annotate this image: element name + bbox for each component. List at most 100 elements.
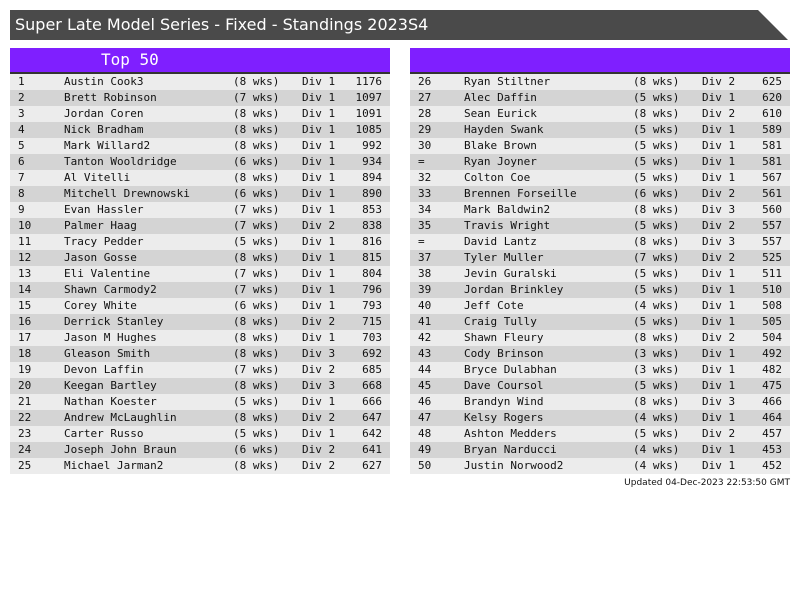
division: Div 1 bbox=[702, 123, 736, 136]
driver-name: Carter Russo bbox=[64, 427, 144, 440]
table-row: 30 Blake Brown (5 wks) Div 1 581 bbox=[410, 138, 790, 154]
points: 666 bbox=[362, 395, 382, 408]
rank: 16 bbox=[18, 315, 32, 328]
table-row: 38 Jevin Guralski (5 wks) Div 1 511 bbox=[410, 266, 790, 282]
division: Div 1 bbox=[702, 299, 736, 312]
table-row: 4 Nick Bradham (8 wks) Div 1 1085 bbox=[10, 122, 390, 138]
rank: 33 bbox=[418, 187, 432, 200]
table-row: 47 Kelsy Rogers (4 wks) Div 1 464 bbox=[410, 410, 790, 426]
rank: 48 bbox=[418, 427, 432, 440]
rank: 19 bbox=[18, 363, 32, 376]
weeks: (4 wks) bbox=[633, 459, 680, 472]
table-row: 20 Keegan Bartley (8 wks) Div 3 668 bbox=[10, 378, 390, 394]
weeks: (8 wks) bbox=[633, 235, 680, 248]
table-row: 37 Tyler Muller (7 wks) Div 2 525 bbox=[410, 250, 790, 266]
rank: 30 bbox=[418, 139, 432, 152]
points: 715 bbox=[362, 315, 382, 328]
table-row: 10 Palmer Haag (7 wks) Div 2 838 bbox=[10, 218, 390, 234]
points: 625 bbox=[762, 75, 782, 88]
driver-name: Nick Bradham bbox=[64, 123, 144, 136]
rank: 6 bbox=[18, 155, 25, 168]
weeks: (8 wks) bbox=[233, 107, 280, 120]
points: 685 bbox=[362, 363, 382, 376]
points: 581 bbox=[762, 155, 782, 168]
table-row: 26 Ryan Stiltner (8 wks) Div 2 625 bbox=[410, 74, 790, 90]
table-row: 33 Brennen Forseille (6 wks) Div 2 561 bbox=[410, 186, 790, 202]
points: 1176 bbox=[355, 75, 383, 88]
rank: 28 bbox=[418, 107, 432, 120]
rank: 41 bbox=[418, 315, 432, 328]
table-row: 28 Sean Eurick (8 wks) Div 2 610 bbox=[410, 106, 790, 122]
division: Div 1 bbox=[702, 155, 736, 168]
division: Div 1 bbox=[302, 75, 336, 88]
rank: 15 bbox=[18, 299, 32, 312]
weeks: (8 wks) bbox=[233, 411, 280, 424]
division: Div 1 bbox=[302, 395, 336, 408]
division: Div 1 bbox=[302, 331, 336, 344]
division: Div 2 bbox=[702, 107, 736, 120]
driver-name: Jordan Coren bbox=[64, 107, 144, 120]
points: 466 bbox=[762, 395, 782, 408]
division: Div 1 bbox=[302, 299, 336, 312]
points: 610 bbox=[762, 107, 782, 120]
table-row: 23 Carter Russo (5 wks) Div 1 642 bbox=[10, 426, 390, 442]
division: Div 1 bbox=[302, 123, 336, 136]
weeks: (8 wks) bbox=[633, 75, 680, 88]
table-header bbox=[410, 48, 790, 74]
rank: 10 bbox=[18, 219, 32, 232]
driver-name: Travis Wright bbox=[464, 219, 551, 232]
rank: 2 bbox=[18, 91, 25, 104]
points: 452 bbox=[762, 459, 782, 472]
rank: 27 bbox=[418, 91, 432, 104]
driver-name: Bryan Narducci bbox=[464, 443, 557, 456]
weeks: (8 wks) bbox=[233, 347, 280, 360]
rank: 12 bbox=[18, 251, 32, 264]
division: Div 2 bbox=[702, 75, 736, 88]
driver-name: Derrick Stanley bbox=[64, 315, 164, 328]
weeks: (5 wks) bbox=[233, 395, 280, 408]
points: 457 bbox=[762, 427, 782, 440]
points: 853 bbox=[362, 203, 382, 216]
driver-name: Brennen Forseille bbox=[464, 187, 577, 200]
table-row: 2 Brett Robinson (7 wks) Div 1 1097 bbox=[10, 90, 390, 106]
weeks: (5 wks) bbox=[633, 427, 680, 440]
driver-name: Shawn Carmody2 bbox=[64, 283, 157, 296]
driver-name: Mitchell Drewnowski bbox=[64, 187, 190, 200]
division: Div 1 bbox=[302, 91, 336, 104]
points: 793 bbox=[362, 299, 382, 312]
weeks: (5 wks) bbox=[633, 379, 680, 392]
driver-name: Colton Coe bbox=[464, 171, 531, 184]
weeks: (8 wks) bbox=[633, 331, 680, 344]
division: Div 1 bbox=[702, 363, 736, 376]
table-row: 14 Shawn Carmody2 (7 wks) Div 1 796 bbox=[10, 282, 390, 298]
weeks: (7 wks) bbox=[233, 283, 280, 296]
rank: 50 bbox=[418, 459, 432, 472]
table-row: 39 Jordan Brinkley (5 wks) Div 1 510 bbox=[410, 282, 790, 298]
rank: 38 bbox=[418, 267, 432, 280]
points: 504 bbox=[762, 331, 782, 344]
points: 647 bbox=[362, 411, 382, 424]
table-row: 8 Mitchell Drewnowski (6 wks) Div 1 890 bbox=[10, 186, 390, 202]
driver-name: Gleason Smith bbox=[64, 347, 151, 360]
weeks: (5 wks) bbox=[633, 219, 680, 232]
points: 510 bbox=[762, 283, 782, 296]
driver-name: Andrew McLaughlin bbox=[64, 411, 177, 424]
points: 560 bbox=[762, 203, 782, 216]
division: Div 1 bbox=[702, 171, 736, 184]
driver-name: Mark Willard2 bbox=[64, 139, 151, 152]
weeks: (7 wks) bbox=[233, 91, 280, 104]
rank: 37 bbox=[418, 251, 432, 264]
weeks: (8 wks) bbox=[233, 379, 280, 392]
weeks: (8 wks) bbox=[233, 171, 280, 184]
points: 934 bbox=[362, 155, 382, 168]
driver-name: Keegan Bartley bbox=[64, 379, 157, 392]
table-row: 42 Shawn Fleury (8 wks) Div 2 504 bbox=[410, 330, 790, 346]
weeks: (8 wks) bbox=[633, 203, 680, 216]
table-row: 27 Alec Daffin (5 wks) Div 1 620 bbox=[410, 90, 790, 106]
weeks: (7 wks) bbox=[233, 203, 280, 216]
points: 627 bbox=[362, 459, 382, 472]
table-row: 24 Joseph John Braun (6 wks) Div 2 641 bbox=[10, 442, 390, 458]
weeks: (7 wks) bbox=[633, 251, 680, 264]
division: Div 1 bbox=[302, 187, 336, 200]
division: Div 1 bbox=[702, 459, 736, 472]
